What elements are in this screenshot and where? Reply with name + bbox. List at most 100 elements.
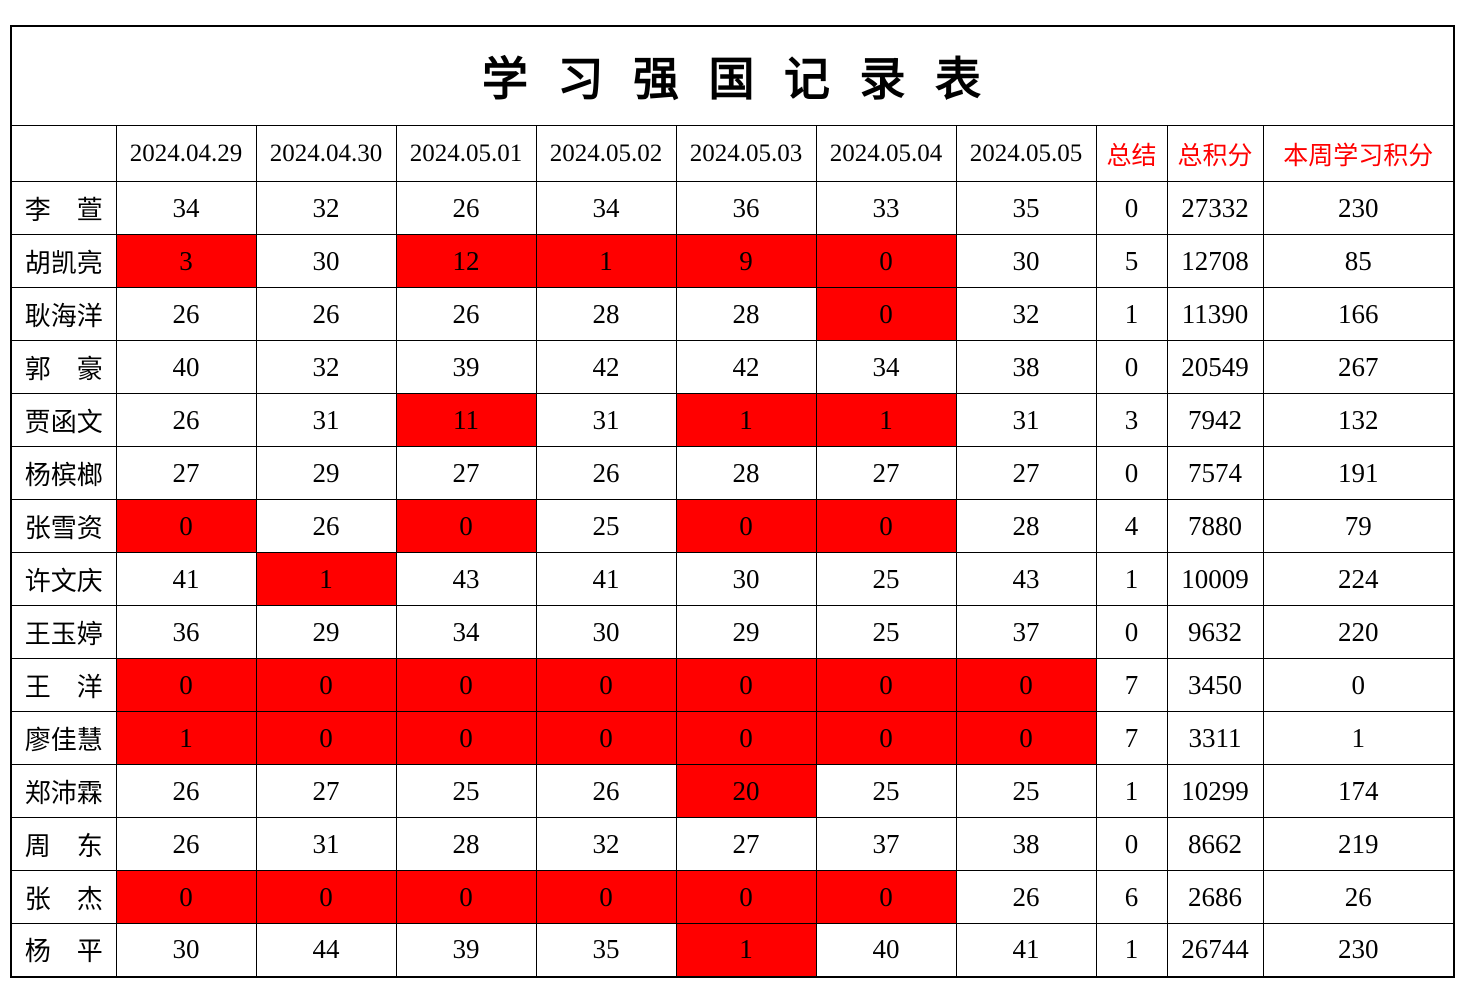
table-row: 胡凯亮 3 30 12 1 9 0 30 5 12708 85 <box>10 234 1455 288</box>
score-cell: 38 <box>955 340 1097 394</box>
table-row: 王 洋 0 0 0 0 0 0 0 7 3450 0 <box>10 658 1455 712</box>
score-cell: 0 <box>815 870 957 924</box>
score-cell: 0 <box>395 499 537 553</box>
week-points-cell: 230 <box>1262 181 1455 235</box>
score-cell: 32 <box>255 340 397 394</box>
summary-column-header: 总结 <box>1095 125 1168 182</box>
name-cell: 耿海洋 <box>10 287 117 341</box>
score-cell: 34 <box>115 181 257 235</box>
week-points-cell: 230 <box>1262 923 1455 977</box>
table-row: 郑沛霖 26 27 25 26 20 25 25 1 10299 174 <box>10 764 1455 818</box>
name-cell: 王玉婷 <box>10 605 117 659</box>
score-cell: 28 <box>955 499 1097 553</box>
week-points-cell: 85 <box>1262 234 1455 288</box>
date-column-header: 2024.05.02 <box>535 125 677 182</box>
date-column-header: 2024.04.29 <box>115 125 257 182</box>
score-cell: 27 <box>815 446 957 500</box>
score-cell: 25 <box>815 605 957 659</box>
score-cell: 44 <box>255 923 397 977</box>
score-cell: 12 <box>395 234 537 288</box>
score-cell: 31 <box>535 393 677 447</box>
total-points-cell: 8662 <box>1166 817 1264 871</box>
score-cell: 0 <box>535 711 677 765</box>
name-cell: 郑沛霖 <box>10 764 117 818</box>
table-row: 周 东 26 31 28 32 27 37 38 0 8662 219 <box>10 817 1455 871</box>
score-cell: 26 <box>395 181 537 235</box>
score-cell: 26 <box>255 287 397 341</box>
score-cell: 42 <box>535 340 677 394</box>
score-cell: 26 <box>115 817 257 871</box>
summary-count-cell: 0 <box>1095 817 1168 871</box>
score-cell: 30 <box>255 234 397 288</box>
name-cell: 杨 平 <box>10 923 117 977</box>
score-cell: 32 <box>255 181 397 235</box>
score-cell: 0 <box>955 658 1097 712</box>
table-row: 耿海洋 26 26 26 28 28 0 32 1 11390 166 <box>10 287 1455 341</box>
date-column-header: 2024.05.03 <box>675 125 817 182</box>
score-cell: 9 <box>675 234 817 288</box>
score-cell: 29 <box>255 446 397 500</box>
name-cell: 胡凯亮 <box>10 234 117 288</box>
study-record-sheet: 学 习 强 国 记 录 表 2024.04.29 2024.04.30 2024.0… <box>10 25 1455 978</box>
score-cell: 0 <box>815 234 957 288</box>
score-cell: 39 <box>395 923 537 977</box>
score-cell: 28 <box>675 287 817 341</box>
total-points-cell: 10009 <box>1166 552 1264 606</box>
table-row: 郭 豪 40 32 39 42 42 34 38 0 20549 267 <box>10 340 1455 394</box>
week-points-cell: 79 <box>1262 499 1455 553</box>
score-cell: 36 <box>675 181 817 235</box>
table-body: 李 萱 34 32 26 34 36 33 35 0 27332 230 胡凯亮 3 30 12 1 9 0 30 5… <box>10 181 1455 977</box>
score-cell: 25 <box>815 552 957 606</box>
score-cell: 29 <box>675 605 817 659</box>
name-cell: 周 东 <box>10 817 117 871</box>
score-cell: 0 <box>395 870 537 924</box>
score-cell: 39 <box>395 340 537 394</box>
score-cell: 0 <box>815 287 957 341</box>
score-cell: 31 <box>255 393 397 447</box>
table-row: 贾函文 26 31 11 31 1 1 31 3 7942 132 <box>10 393 1455 447</box>
total-points-cell: 26744 <box>1166 923 1264 977</box>
score-cell: 31 <box>255 817 397 871</box>
score-cell: 0 <box>255 658 397 712</box>
name-cell: 贾函文 <box>10 393 117 447</box>
score-cell: 0 <box>675 658 817 712</box>
score-cell: 28 <box>535 287 677 341</box>
name-cell: 张雪资 <box>10 499 117 553</box>
total-points-cell: 7942 <box>1166 393 1264 447</box>
total-points-cell: 27332 <box>1166 181 1264 235</box>
score-cell: 0 <box>675 870 817 924</box>
score-cell: 28 <box>675 446 817 500</box>
total-points-cell: 11390 <box>1166 287 1264 341</box>
summary-count-cell: 1 <box>1095 287 1168 341</box>
score-cell: 29 <box>255 605 397 659</box>
summary-count-cell: 0 <box>1095 605 1168 659</box>
score-cell: 34 <box>535 181 677 235</box>
score-cell: 26 <box>115 764 257 818</box>
header-row: 2024.04.29 2024.04.30 2024.05.01 2024.05.02… <box>10 125 1455 182</box>
total-points-cell: 3311 <box>1166 711 1264 765</box>
score-cell: 1 <box>675 923 817 977</box>
table-row: 王玉婷 36 29 34 30 29 25 37 0 9632 220 <box>10 605 1455 659</box>
week-points-cell: 220 <box>1262 605 1455 659</box>
table-row: 廖佳慧 1 0 0 0 0 0 0 7 3311 1 <box>10 711 1455 765</box>
total-points-cell: 12708 <box>1166 234 1264 288</box>
summary-count-cell: 7 <box>1095 658 1168 712</box>
score-cell: 0 <box>115 658 257 712</box>
score-cell: 43 <box>955 552 1097 606</box>
total-points-cell: 3450 <box>1166 658 1264 712</box>
summary-count-cell: 6 <box>1095 870 1168 924</box>
score-cell: 25 <box>955 764 1097 818</box>
week-points-cell: 1 <box>1262 711 1455 765</box>
score-cell: 26 <box>535 446 677 500</box>
score-cell: 1 <box>255 552 397 606</box>
name-cell: 廖佳慧 <box>10 711 117 765</box>
summary-count-cell: 5 <box>1095 234 1168 288</box>
score-cell: 42 <box>675 340 817 394</box>
score-cell: 1 <box>675 393 817 447</box>
total-points-cell: 20549 <box>1166 340 1264 394</box>
score-cell: 26 <box>535 764 677 818</box>
week-points-cell: 219 <box>1262 817 1455 871</box>
score-cell: 0 <box>115 499 257 553</box>
score-cell: 1 <box>115 711 257 765</box>
score-cell: 34 <box>815 340 957 394</box>
